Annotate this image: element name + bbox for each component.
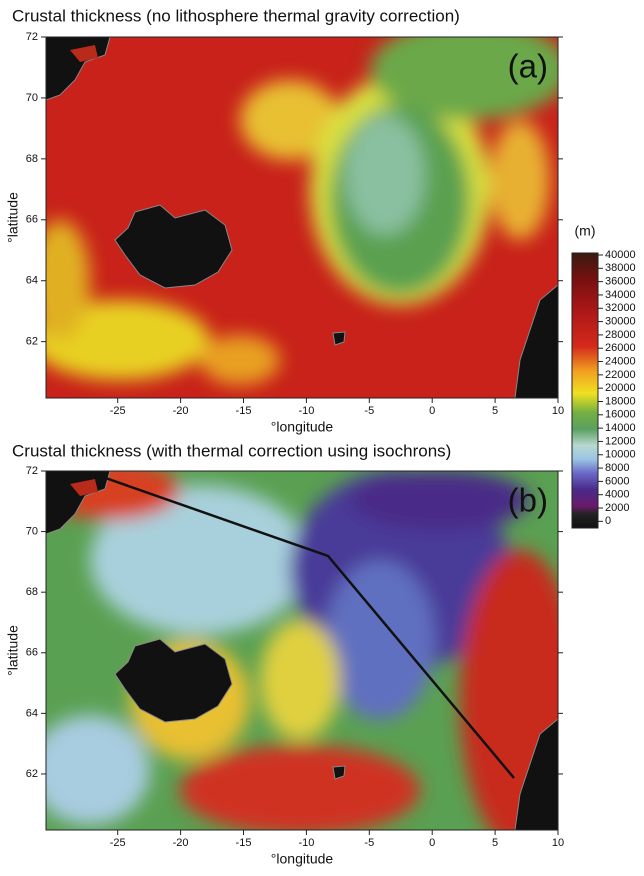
x-tick-label: -20 — [173, 405, 189, 417]
panel-title: Crustal thickness (no lithosphere therma… — [12, 6, 460, 25]
y-tick-label: 62 — [26, 768, 38, 780]
colorbar-tick-label: 38000 — [605, 262, 636, 274]
y-tick-label: 64 — [26, 275, 38, 287]
colorbar-tick-label: 8000 — [605, 462, 629, 474]
colorbar-tick-label: 10000 — [605, 449, 636, 461]
y-tick-label: 68 — [26, 153, 38, 165]
colorbar-tick-label: 24000 — [605, 355, 636, 367]
x-tick-label: -5 — [364, 405, 374, 417]
colorbar-tick-label: 20000 — [605, 382, 636, 394]
y-tick-label: 68 — [26, 586, 38, 598]
y-tick-label: 64 — [26, 707, 38, 719]
colorbar-tick-label: 34000 — [605, 289, 636, 301]
x-tick-label: -15 — [236, 405, 252, 417]
colorbar-tick-label: 40000 — [605, 249, 636, 261]
x-tick-label: -20 — [173, 837, 189, 849]
y-tick-label: 70 — [26, 92, 38, 104]
figure: (m) Crustal thickness (no lithosphere th… — [0, 0, 644, 876]
x-tick-label: 5 — [492, 405, 498, 417]
x-axis-label: °longitude — [271, 419, 334, 435]
y-axis-label: °latitude — [5, 192, 21, 243]
colorbar-tick-label: 6000 — [605, 475, 629, 487]
colorbar-tick-label: 12000 — [605, 435, 636, 447]
colorbar-tick-label: 4000 — [605, 489, 629, 501]
y-axis-label: °latitude — [5, 625, 21, 676]
colorbar-unit: (m) — [575, 223, 596, 239]
panel-label: (b) — [508, 482, 548, 519]
map-a — [30, 20, 570, 398]
colorbar-tick-label: 22000 — [605, 369, 636, 381]
x-axis-label: °longitude — [271, 851, 334, 867]
y-tick-label: 66 — [26, 647, 38, 659]
y-tick-label: 62 — [26, 336, 38, 348]
colorbar-tick-label: 28000 — [605, 329, 636, 341]
map-b — [30, 460, 580, 850]
x-tick-label: 0 — [429, 405, 435, 417]
panel-label: (a) — [508, 48, 548, 85]
colorbar-tick-label: 14000 — [605, 422, 636, 434]
y-tick-label: 72 — [26, 31, 38, 43]
panel-title: Crustal thickness (with thermal correcti… — [12, 441, 451, 460]
colorbar-tick-label: 36000 — [605, 276, 636, 288]
x-tick-label: -5 — [364, 837, 374, 849]
x-tick-label: -15 — [236, 837, 252, 849]
x-tick-label: -10 — [298, 405, 314, 417]
y-tick-label: 66 — [26, 214, 38, 226]
colorbar-tick-label: 0 — [605, 515, 611, 527]
colorbar-tick-label: 32000 — [605, 302, 636, 314]
x-tick-label: -25 — [110, 837, 126, 849]
colorbar-tick-label: 26000 — [605, 342, 636, 354]
x-tick-label: 0 — [429, 837, 435, 849]
colorbar-tick-label: 16000 — [605, 409, 636, 421]
x-tick-label: 10 — [552, 405, 564, 417]
colorbar-tick-label: 18000 — [605, 395, 636, 407]
x-tick-label: 10 — [552, 837, 564, 849]
y-tick-label: 70 — [26, 525, 38, 537]
colorbar — [572, 253, 598, 528]
y-tick-label: 72 — [26, 465, 38, 477]
colorbar-tick-label: 30000 — [605, 315, 636, 327]
x-tick-label: -25 — [110, 405, 126, 417]
x-tick-label: 5 — [492, 837, 498, 849]
x-tick-label: -10 — [298, 837, 314, 849]
colorbar-tick-label: 2000 — [605, 502, 629, 514]
